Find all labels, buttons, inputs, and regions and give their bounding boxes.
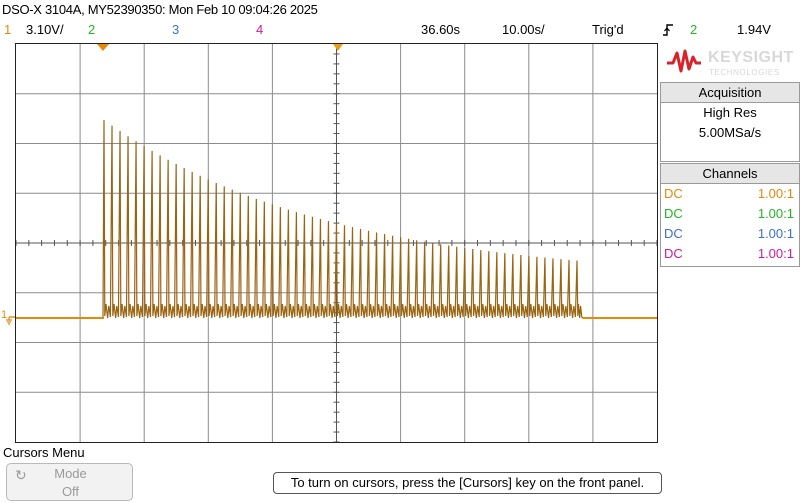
trigger-state: Trig'd (592, 22, 624, 37)
ch4-number[interactable]: 4 (256, 22, 264, 37)
ch2-number[interactable]: 2 (88, 22, 96, 37)
trigger-source[interactable]: 2 (690, 22, 698, 37)
ch1-coupling: DC (664, 186, 683, 201)
ch3-coupling: DC (664, 226, 683, 241)
ch2-probe-ratio: 1.00:1 (757, 206, 794, 221)
status-message: To turn on cursors, press the [Cursors] … (273, 472, 662, 494)
ch1-number[interactable]: 1 (4, 22, 12, 37)
keysight-wave-icon (667, 49, 701, 73)
channel-row-2: DC 1.00:1 (661, 204, 799, 224)
sample-rate: 5.00MSa/s (698, 125, 762, 140)
waveform-graticule (15, 43, 658, 443)
ground-icon (6, 316, 15, 325)
cursor-mode-value: Off (61, 484, 80, 499)
ch1-scale[interactable]: 3.10V/ (26, 22, 64, 37)
waveform-display[interactable] (15, 43, 658, 443)
acquisition-panel[interactable]: Acquisition High Res 5.00MSa/s (660, 82, 800, 162)
time-scale[interactable]: 10.00s/ (502, 22, 545, 37)
acquisition-mode: High Res (703, 105, 757, 120)
delay-marker (97, 44, 109, 51)
channel-row-3: DC 1.00:1 (661, 224, 799, 244)
ground-level-marker[interactable]: 1 (0, 309, 16, 327)
ch2-coupling: DC (664, 206, 683, 221)
channel-row-1: DC 1.00:1 (661, 184, 799, 204)
ch4-probe-ratio: 1.00:1 (757, 246, 794, 261)
channels-panel[interactable]: Channels DC 1.00:1 DC 1.00:1 DC 1.00:1 D… (660, 163, 800, 267)
channel-row-4: DC 1.00:1 (661, 244, 799, 264)
channel-1-trace (16, 119, 657, 319)
channels-title: Channels (661, 164, 799, 184)
ch1-probe-ratio: 1.00:1 (757, 186, 794, 201)
rotate-knob-icon: ↻ (15, 467, 27, 483)
rising-edge-icon (662, 23, 674, 40)
cursor-mode-softkey[interactable]: ↻ Mode Off (6, 463, 133, 501)
ch3-probe-ratio: 1.00:1 (757, 226, 794, 241)
ch3-number[interactable]: 3 (172, 22, 180, 37)
logo-brand: KEYSIGHT (708, 49, 794, 66)
scope-title: DSO-X 3104A, MY52390350: Mon Feb 10 09:0… (2, 2, 318, 17)
cursor-mode-label: Mode (54, 466, 87, 481)
ch4-coupling: DC (664, 246, 683, 261)
cursors-menu-title: Cursors Menu (3, 445, 85, 460)
channel-status-bar: 1 3.10V/ 2 3 4 36.60s 10.00s/ Trig'd 2 1… (0, 22, 800, 40)
keysight-logo: KEYSIGHT TECHNOLOGIES (660, 43, 800, 86)
time-delay[interactable]: 36.60s (421, 22, 461, 37)
logo-sub: TECHNOLOGIES (709, 68, 780, 77)
trigger-level[interactable]: 1.94V (737, 22, 771, 37)
acquisition-title: Acquisition (661, 83, 799, 103)
trigger-position-marker (333, 44, 343, 51)
